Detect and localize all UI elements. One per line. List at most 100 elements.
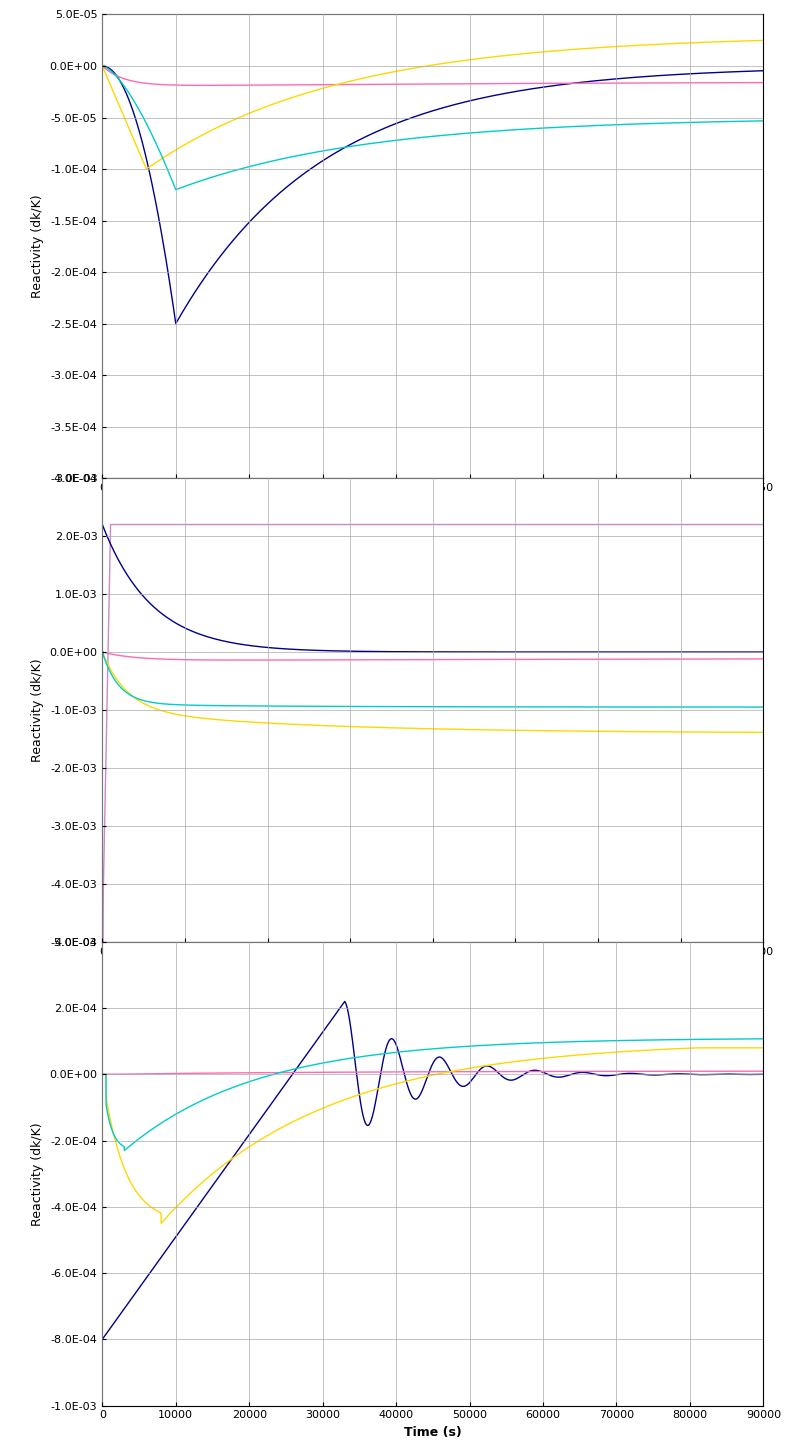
Radial Exp	[739, 698, 748, 716]
Axial Exp	[131, 1065, 140, 1082]
X-axis label: Time (s): Time (s)	[404, 1426, 462, 1439]
Radial Exp	[98, 643, 107, 661]
Net	[419, 643, 428, 661]
Radius Exp	[740, 113, 749, 130]
Net	[759, 62, 768, 80]
Doppler&Coolant Density	[157, 1214, 166, 1232]
Axis Exp	[419, 75, 429, 93]
Axial Exp	[337, 1064, 346, 1081]
Y-axis label: Reactivity (dk/K): Reactivity (dk/K)	[31, 194, 44, 298]
Radius Exp	[402, 130, 412, 148]
Radius Exp	[759, 112, 768, 129]
Axis Exp	[619, 74, 628, 91]
Line: Radial Exp: Radial Exp	[102, 1039, 763, 1151]
Radial Exp	[131, 1133, 140, 1151]
Doppler&Coolant Density	[98, 58, 107, 75]
Radial Exp	[131, 690, 141, 707]
Line: Doppler&Coolant Density: Doppler&Coolant Density	[102, 1048, 763, 1223]
Rods	[98, 933, 107, 951]
Net	[340, 993, 349, 1010]
Doppler&Coolant Density	[131, 690, 141, 707]
Radial Exp	[588, 1033, 597, 1051]
Legend: Rods, Net, Doppler&Coolant Density, Axial Exp, Radial Exp: Rods, Net, Doppler&Coolant Density, Axia…	[290, 1062, 575, 1113]
Radial Exp	[759, 698, 768, 716]
Axis Exp	[98, 58, 107, 75]
Line: Net: Net	[102, 525, 763, 652]
Axial Exp	[740, 651, 749, 668]
Net	[588, 1065, 597, 1082]
Doppler&Coolant Density	[402, 61, 412, 78]
Axial Exp	[131, 649, 141, 667]
Axial Exp	[740, 651, 749, 668]
Axial Exp	[402, 651, 412, 668]
Doppler&Coolant Density	[692, 1039, 701, 1056]
Net	[623, 1065, 633, 1082]
Radial Exp	[401, 698, 411, 716]
Axial Exp	[619, 651, 628, 668]
Radial Exp	[759, 1030, 768, 1048]
Axis Exp	[740, 74, 749, 91]
Net	[131, 1284, 140, 1301]
Axis Exp	[740, 74, 749, 91]
Axial Exp	[240, 652, 249, 669]
Net	[489, 1061, 498, 1078]
Net	[759, 643, 768, 661]
Line: Doppler&Coolant Density: Doppler&Coolant Density	[102, 652, 763, 732]
Doppler&Coolant Density	[98, 1065, 107, 1082]
Doppler&Coolant Density	[142, 161, 151, 178]
Net	[759, 1065, 768, 1082]
Radial Exp	[419, 698, 428, 716]
Doppler&Coolant Density	[419, 720, 428, 738]
Doppler&Coolant Density	[739, 723, 748, 740]
Doppler&Coolant Density	[619, 38, 628, 55]
Line: Axis Exp: Axis Exp	[102, 67, 763, 85]
Radial Exp	[518, 1035, 527, 1052]
Doppler&Coolant Density	[759, 32, 768, 49]
X-axis label: Time (s): Time (s)	[404, 962, 462, 975]
Net	[337, 997, 346, 1014]
Net	[419, 104, 429, 122]
X-axis label: Time (s): Time (s)	[404, 498, 462, 511]
Doppler&Coolant Density	[759, 1039, 768, 1056]
Axial Exp	[419, 651, 429, 668]
Doppler&Coolant Density	[740, 32, 749, 49]
Doppler&Coolant Density	[131, 1182, 140, 1200]
Line: Rods: Rods	[102, 525, 763, 942]
Net	[518, 1066, 527, 1084]
Axial Exp	[489, 1064, 498, 1081]
Radial Exp	[337, 1051, 346, 1068]
Radius Exp	[740, 113, 749, 130]
Radial Exp	[623, 1032, 633, 1049]
Line: Axial Exp: Axial Exp	[102, 1071, 763, 1074]
Net	[98, 516, 107, 533]
Axis Exp	[759, 74, 768, 91]
Net	[402, 112, 412, 129]
Line: Radial Exp: Radial Exp	[102, 652, 763, 707]
Doppler&Coolant Density	[489, 1056, 498, 1074]
Radius Exp	[619, 116, 628, 133]
Rods	[619, 516, 628, 533]
Radial Exp	[740, 698, 749, 716]
Doppler&Coolant Density	[759, 723, 768, 740]
Doppler&Coolant Density	[618, 723, 627, 740]
Net	[740, 62, 749, 80]
Net	[618, 643, 627, 661]
Line: Net: Net	[102, 1001, 763, 1339]
Line: Axial Exp: Axial Exp	[102, 652, 763, 661]
Rods	[759, 516, 768, 533]
Net	[740, 62, 749, 80]
Net	[739, 643, 748, 661]
Doppler&Coolant Density	[98, 643, 107, 661]
Rods	[106, 516, 116, 533]
Text: (a): (a)	[423, 671, 442, 685]
Doppler&Coolant Density	[419, 58, 429, 75]
Doppler&Coolant Density	[740, 32, 749, 49]
Y-axis label: Reactivity (dk/K): Reactivity (dk/K)	[31, 1122, 44, 1226]
Doppler&Coolant Density	[588, 1045, 597, 1062]
Doppler&Coolant Density	[337, 1093, 346, 1110]
Net	[401, 643, 411, 661]
Line: Radius Exp: Radius Exp	[102, 67, 763, 190]
Radial Exp	[120, 1142, 129, 1159]
Rods	[419, 516, 429, 533]
Line: Doppler&Coolant Density: Doppler&Coolant Density	[102, 41, 763, 170]
